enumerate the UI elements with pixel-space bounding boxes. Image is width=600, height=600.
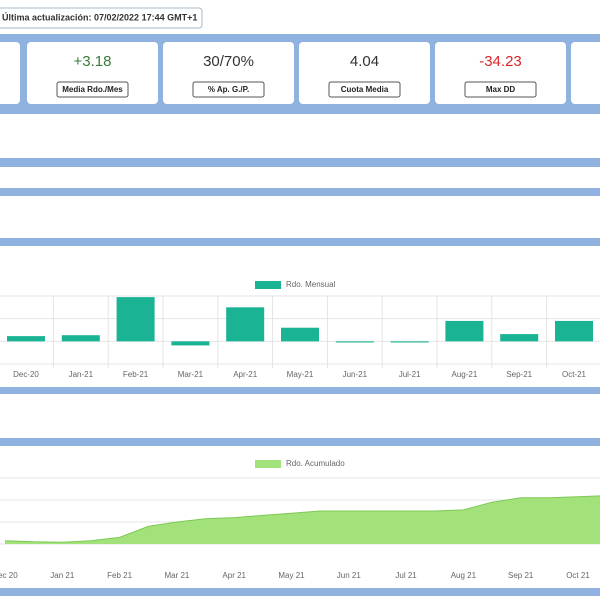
x-tick-label: Jan-21 xyxy=(69,370,94,379)
x-tick-label: May 21 xyxy=(278,571,305,580)
x-tick-label: Apr 21 xyxy=(222,571,246,580)
stat-label: Media Rdo./Mes xyxy=(62,85,123,94)
update-box xyxy=(0,7,203,29)
x-tick-label: Oct-21 xyxy=(562,370,587,379)
x-tick-label: Oct 21 xyxy=(566,571,590,580)
stat-label-box xyxy=(464,81,537,98)
stat-label: % Ap. G./P. xyxy=(208,85,249,94)
x-tick-label: Sep-21 xyxy=(506,370,532,379)
section-bar xyxy=(0,188,600,196)
bar xyxy=(116,297,155,342)
x-tick-label: Mar 21 xyxy=(164,571,189,580)
x-tick-label: Dec-20 xyxy=(13,370,39,379)
legend-label: Rdo. Acumulado xyxy=(286,459,345,468)
section-bar xyxy=(0,158,600,167)
bar xyxy=(226,307,265,342)
x-tick-label: Apr-21 xyxy=(233,370,258,379)
x-tick-label: May-21 xyxy=(287,370,314,379)
bar xyxy=(7,336,45,342)
bar xyxy=(390,341,429,343)
x-tick-label: Dec 20 xyxy=(0,571,18,580)
section-bar xyxy=(0,238,600,246)
section-bar xyxy=(0,438,600,446)
x-tick-label: Mar-21 xyxy=(178,370,204,379)
x-tick-label: Jul-21 xyxy=(399,370,421,379)
section-bar xyxy=(0,387,600,394)
stat-label-box xyxy=(192,81,265,98)
stat-value: 30/70% xyxy=(203,53,254,70)
stat-value: 4.04 xyxy=(350,53,379,70)
x-tick-label: Jan 21 xyxy=(50,571,75,580)
bar xyxy=(335,341,374,343)
x-tick-label: Jun-21 xyxy=(343,370,368,379)
legend-swatch xyxy=(255,460,281,468)
stat-value: -34.23 xyxy=(479,53,522,70)
stat-label: Cuota Media xyxy=(341,85,389,94)
x-tick-label: Feb-21 xyxy=(123,370,149,379)
stat-label-box xyxy=(328,81,401,98)
area xyxy=(5,495,600,544)
x-tick-label: Jun 21 xyxy=(337,571,362,580)
last-update: Última actualización: 07/02/2022 17:44 G… xyxy=(2,11,197,22)
stat-card xyxy=(0,42,20,104)
x-tick-label: Jul 21 xyxy=(395,571,417,580)
legend-swatch xyxy=(255,281,281,289)
x-tick-label: Aug-21 xyxy=(452,370,478,379)
legend-label: Rdo. Mensual xyxy=(286,280,336,289)
stat-value: +3.18 xyxy=(74,53,112,70)
stat-card xyxy=(571,42,600,104)
bar xyxy=(61,335,100,342)
bar xyxy=(171,341,210,346)
x-tick-label: Aug 21 xyxy=(451,571,477,580)
stat-label-box xyxy=(56,81,129,98)
bar xyxy=(445,320,484,342)
bar xyxy=(500,334,539,342)
x-tick-label: Sep 21 xyxy=(508,571,534,580)
section-bar xyxy=(0,588,600,596)
bar xyxy=(555,320,593,342)
x-tick-label: Feb 21 xyxy=(107,571,132,580)
stat-label: Max DD xyxy=(486,85,516,94)
bar xyxy=(281,327,319,342)
area-line xyxy=(4,495,600,543)
